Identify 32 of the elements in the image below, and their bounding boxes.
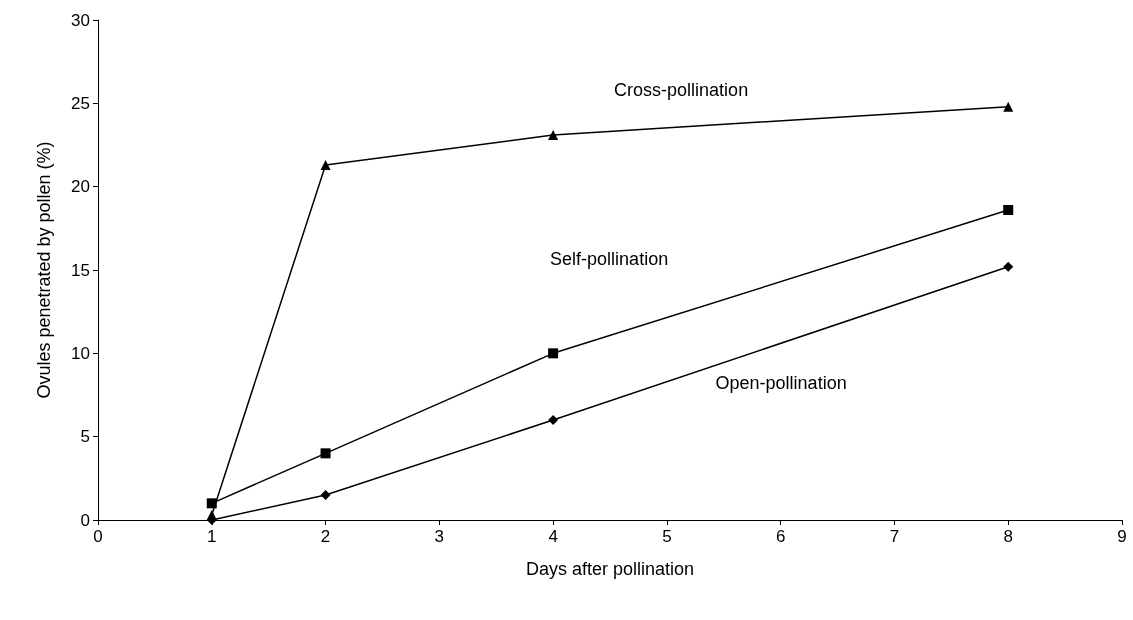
point	[548, 348, 559, 359]
point	[1003, 261, 1014, 272]
x-tick-label: 6	[775, 527, 786, 546]
x-tick-label: 4	[548, 527, 558, 546]
y-tick-label: 30	[71, 10, 90, 30]
x-tick-label: 5	[662, 527, 672, 546]
x-tick-label: 3	[434, 527, 445, 546]
point	[548, 130, 559, 140]
series-label: Open-pollination	[715, 373, 847, 393]
point	[548, 415, 559, 425]
y-tick-label: 20	[71, 177, 90, 197]
point	[320, 490, 331, 500]
y-tick-label: 10	[71, 343, 90, 363]
y-axis-title: Ovules penetrated by pollen (%)	[34, 141, 54, 399]
point	[320, 160, 331, 170]
x-tick-label: 9	[1117, 527, 1127, 546]
x-axis-title: Days after pollination	[525, 559, 695, 579]
y-tick-label: 15	[71, 260, 90, 280]
point	[206, 498, 217, 509]
point	[1003, 101, 1014, 112]
x-tick-label: 1	[207, 527, 217, 546]
x-tick-label: 2	[320, 527, 331, 546]
y-tick-label: 5	[80, 427, 90, 447]
x-tick-label: 7	[889, 527, 900, 546]
point	[1003, 205, 1014, 215]
point	[320, 448, 331, 459]
x-tick-label: 8	[1003, 527, 1013, 546]
text: Self-pollination	[550, 249, 669, 270]
y-tick-label: 0	[80, 510, 90, 530]
y-tick-label: 25	[71, 93, 90, 113]
series-label: Cross-pollination	[614, 80, 749, 100]
x-tick-label: 0	[93, 527, 103, 546]
